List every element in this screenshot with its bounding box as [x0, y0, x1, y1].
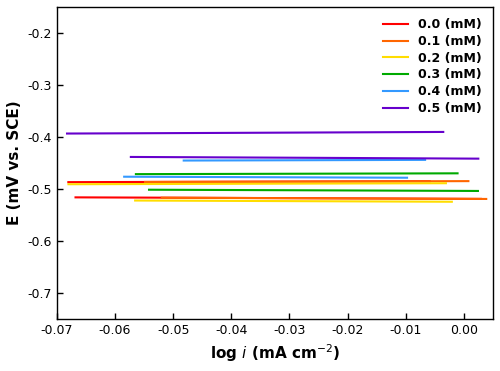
0.2 (mM)	[352, 181, 358, 186]
Line: 0.5 (mM): 0.5 (mM)	[67, 132, 444, 134]
0.0 (mM)	[310, 179, 316, 184]
Line: 0.3 (mM): 0.3 (mM)	[136, 173, 458, 174]
Line: 0.2 (mM): 0.2 (mM)	[68, 183, 446, 184]
0.1 (mM)	[253, 180, 259, 184]
Legend: 0.0 (mM), 0.1 (mM), 0.2 (mM), 0.3 (mM), 0.4 (mM), 0.5 (mM): 0.0 (mM), 0.1 (mM), 0.2 (mM), 0.3 (mM), …	[378, 13, 487, 120]
0.3 (mM)	[454, 171, 460, 175]
0.4 (mM)	[304, 158, 310, 162]
0.3 (mM)	[350, 171, 356, 176]
Line: 0.0 (mM): 0.0 (mM)	[68, 181, 430, 182]
X-axis label: log $\it{i}$ (mA cm$^{-2}$): log $\it{i}$ (mA cm$^{-2}$)	[210, 342, 340, 364]
0.1 (mM)	[360, 179, 366, 184]
Y-axis label: E (mV vs. SCE): E (mV vs. SCE)	[7, 101, 22, 225]
0.0 (mM)	[426, 179, 432, 184]
0.2 (mM)	[66, 182, 71, 187]
0.0 (mM)	[66, 180, 71, 184]
Line: 0.1 (mM): 0.1 (mM)	[145, 181, 468, 182]
0.3 (mM)	[244, 172, 250, 176]
Line: 0.4 (mM): 0.4 (mM)	[184, 160, 425, 161]
0.3 (mM)	[133, 172, 139, 176]
0.5 (mM)	[350, 130, 356, 135]
0.1 (mM)	[142, 180, 148, 184]
0.2 (mM)	[443, 181, 449, 186]
0.5 (mM)	[162, 131, 168, 135]
0.5 (mM)	[64, 131, 70, 136]
0.0 (mM)	[190, 180, 196, 184]
0.5 (mM)	[258, 131, 264, 135]
0.1 (mM)	[466, 179, 471, 183]
0.5 (mM)	[440, 130, 446, 134]
0.2 (mM)	[164, 182, 170, 186]
0.4 (mM)	[422, 158, 428, 162]
0.4 (mM)	[180, 158, 186, 163]
0.2 (mM)	[259, 181, 265, 186]
